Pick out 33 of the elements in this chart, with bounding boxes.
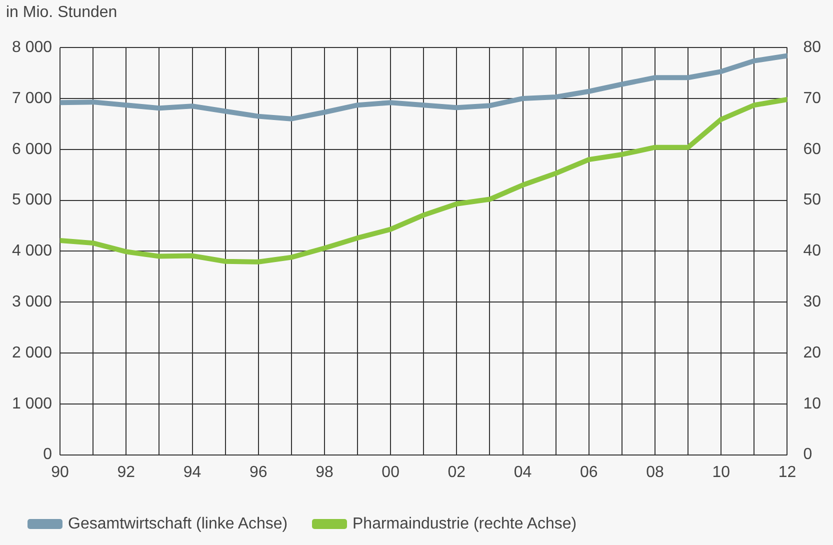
y-axis-title: in Mio. Stunden <box>6 4 118 22</box>
y-tick-label: 3 000 <box>12 294 52 311</box>
x-tick-label: 92 <box>117 464 136 481</box>
x-tick-label: 04 <box>514 464 532 481</box>
x-tick-label: 94 <box>183 464 202 481</box>
y-tick-label: 4 000 <box>12 242 52 260</box>
y-tick-label: 5 000 <box>12 192 52 209</box>
y2-tick-label: 80 <box>803 39 822 56</box>
x-tick-label: 96 <box>249 464 268 481</box>
x-tick-label: 98 <box>316 464 334 481</box>
y2-tick-label: 60 <box>803 140 822 158</box>
y-tick-label: 0 <box>43 446 52 464</box>
x-tick-label: 02 <box>448 464 466 481</box>
x-tick-label: 08 <box>646 464 664 481</box>
y2-tick-label: 70 <box>803 90 822 107</box>
x-tick-label: 06 <box>580 464 598 481</box>
y2-tick-label: 30 <box>803 294 822 311</box>
y2-tick-label: 10 <box>803 395 822 412</box>
y2-tick-label: 20 <box>803 344 822 362</box>
x-tick-label: 00 <box>382 464 400 481</box>
y2-tick-label: 50 <box>803 192 822 209</box>
y-tick-label: 1 000 <box>12 395 52 412</box>
x-tick-label: 90 <box>51 464 70 481</box>
y2-tick-label: 40 <box>803 242 822 260</box>
x-tick-label: 12 <box>778 464 796 481</box>
y2-tick-label: 0 <box>803 446 812 464</box>
x-tick-label: 10 <box>712 464 730 481</box>
y-tick-label: 8 000 <box>12 39 52 56</box>
y-tick-label: 2 000 <box>12 344 52 362</box>
y-tick-label: 7 000 <box>12 90 52 107</box>
legend-label: Pharmaindustrie (rechte Achse) <box>352 515 577 532</box>
y-tick-label: 6 000 <box>12 140 52 158</box>
legend-label: Gesamtwirtschaft (linke Achse) <box>68 515 288 532</box>
